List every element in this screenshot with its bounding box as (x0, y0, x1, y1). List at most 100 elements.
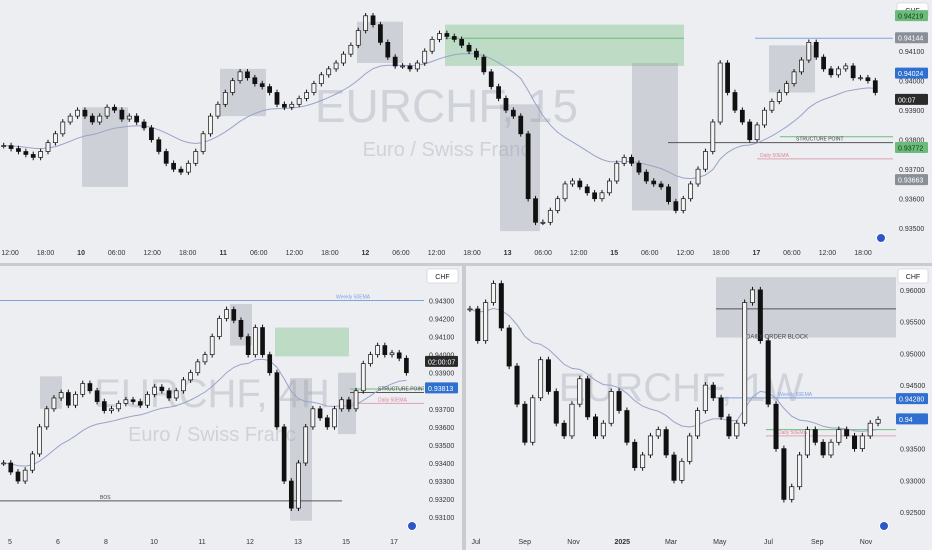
candle-body (274, 92, 280, 105)
candle-body (58, 392, 64, 399)
candle-body (726, 416, 732, 437)
candle-body (324, 417, 330, 428)
candle-body (296, 462, 301, 509)
price-tick-label: 0.93300 (429, 479, 454, 486)
candle-body (522, 403, 528, 443)
price-tick-label: 0.93100 (429, 515, 454, 522)
candle-body (281, 426, 287, 482)
candle-body (156, 139, 162, 152)
price-tag-label: 0.94144 (898, 36, 923, 43)
candle-body (1, 145, 7, 147)
candle-body (224, 309, 229, 319)
candle-body (152, 386, 157, 395)
candle-body (791, 71, 797, 84)
candle-body (688, 183, 694, 200)
price-tick-label: 0.93600 (429, 425, 454, 432)
candle-body (238, 319, 244, 337)
candle-body (776, 92, 782, 102)
time-tick-label: 12:00 (286, 250, 304, 257)
candle-body (525, 133, 531, 200)
chart-4h-canvas[interactable]: EURCHF, 4H Euro / Swiss Franc Weekly 50EMA… (0, 266, 462, 550)
candle-body (97, 115, 103, 123)
price-tag-label: 0.94280 (899, 397, 924, 404)
watermark-symbol: EURCHF, 1W (559, 366, 804, 410)
candle-body (370, 15, 376, 26)
time-tick-label: 12 (246, 539, 254, 546)
candle-body (385, 41, 391, 58)
chart-4h[interactable]: EURCHF, 4H Euro / Swiss Franc Weekly 50EMA… (0, 266, 462, 550)
candle-body (185, 162, 191, 173)
time-tick-label: 17 (752, 250, 760, 257)
candle-body (844, 429, 850, 437)
candle-body (360, 363, 366, 392)
time-tick-label: 12 (362, 250, 370, 257)
candle-body (30, 154, 36, 158)
candle-body (267, 86, 272, 93)
price-tag-label: 0.94219 (898, 14, 923, 21)
candle-body (89, 115, 95, 123)
price-tag-dark (895, 93, 928, 105)
candle-body (784, 83, 790, 93)
candle-body (382, 345, 388, 355)
candle-body (859, 435, 865, 449)
candle-body (339, 399, 344, 410)
candle-body (437, 33, 442, 40)
candle-body (112, 106, 117, 111)
candle-body (496, 86, 501, 99)
chart-1w[interactable]: EURCHF, 1W DAILY ORDER BLOCK Weekly 50EMA D… (466, 266, 932, 550)
annotation-label: DAILY ORDER BLOCK (746, 335, 808, 341)
candle-body (80, 383, 86, 395)
candle-body (101, 401, 107, 411)
candle-body (545, 359, 551, 392)
time-tick-label: 2025 (614, 539, 630, 546)
candle-body (607, 180, 612, 194)
candle-body (200, 133, 206, 152)
price-tick-label: 0.93200 (429, 497, 454, 504)
candle-body (159, 386, 165, 392)
ema-line (3, 53, 876, 180)
candle-body (215, 103, 221, 117)
candle-body (514, 365, 520, 405)
time-tick-label: 18:00 (854, 250, 872, 257)
time-tick-label: 18:00 (463, 250, 481, 257)
time-tick-label: 18:00 (321, 250, 339, 257)
candle-body (304, 92, 309, 99)
candle-body (310, 408, 316, 428)
time-tick-label: 17 (390, 539, 398, 546)
time-tick-label: 13 (294, 539, 302, 546)
chart-1w-canvas[interactable]: EURCHF, 1W DAILY ORDER BLOCK Weekly 50EMA D… (466, 266, 932, 550)
candle-body (429, 39, 435, 52)
chart-15m-canvas[interactable]: EURCHF, 15 Euro / Swiss Franc STRUCTURE PO… (0, 0, 932, 263)
candle-body (540, 221, 546, 224)
candle-body (130, 399, 136, 402)
candle-body (875, 419, 881, 424)
candle-body (799, 59, 804, 73)
annotation-label: Weekly 50EMA (778, 392, 813, 398)
candle-body (813, 41, 819, 58)
candle-body (208, 115, 213, 135)
candle-body (865, 77, 871, 82)
price-tick-label: 0.96000 (900, 288, 925, 295)
chart-15m[interactable]: EURCHF, 15 Euro / Swiss Franc STRUCTURE PO… (0, 0, 932, 263)
candle-body (326, 68, 332, 76)
time-tick-label: 13 (504, 250, 512, 257)
candle-body (762, 109, 767, 126)
price-tick-label: 0.94200 (429, 317, 454, 324)
candle-body (87, 383, 93, 392)
candle-body (510, 109, 516, 117)
candle-body (104, 106, 110, 117)
candle-body (836, 429, 842, 443)
candle-body (765, 340, 771, 405)
price-tick-label: 0.93500 (900, 447, 925, 454)
candle-body (636, 162, 642, 173)
time-tick-label: 10 (150, 539, 158, 546)
price-tick-label: 0.93600 (899, 197, 924, 204)
price-tag-label: 0.94024 (898, 71, 923, 78)
candle-body (797, 454, 803, 488)
time-tick-label: 06:00 (783, 250, 801, 257)
candle-body (171, 162, 176, 170)
candle-body (217, 318, 222, 337)
time-tick-label: 11 (220, 250, 228, 257)
price-tick-label: 0.94300 (429, 298, 454, 305)
candle-body (378, 24, 383, 43)
